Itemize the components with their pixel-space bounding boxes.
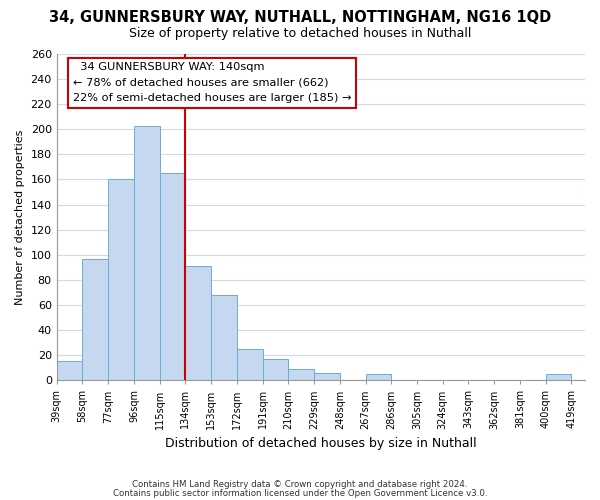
X-axis label: Distribution of detached houses by size in Nuthall: Distribution of detached houses by size … [165,437,476,450]
Text: 34, GUNNERSBURY WAY, NUTHALL, NOTTINGHAM, NG16 1QD: 34, GUNNERSBURY WAY, NUTHALL, NOTTINGHAM… [49,10,551,25]
Bar [160,173,185,380]
Bar [82,258,108,380]
Bar [314,372,340,380]
Bar [211,295,237,380]
Text: Contains HM Land Registry data © Crown copyright and database right 2024.: Contains HM Land Registry data © Crown c… [132,480,468,489]
Bar [108,180,134,380]
Text: Size of property relative to detached houses in Nuthall: Size of property relative to detached ho… [129,28,471,40]
Text: 34 GUNNERSBURY WAY: 140sqm  
← 78% of detached houses are smaller (662)
22% of s: 34 GUNNERSBURY WAY: 140sqm ← 78% of deta… [73,62,351,104]
Bar [185,266,211,380]
Bar [263,359,289,380]
Bar [134,126,160,380]
Y-axis label: Number of detached properties: Number of detached properties [15,130,25,305]
Bar [289,369,314,380]
Bar [237,349,263,380]
Bar [365,374,391,380]
Text: Contains public sector information licensed under the Open Government Licence v3: Contains public sector information licen… [113,489,487,498]
Bar [56,362,82,380]
Bar [546,374,571,380]
